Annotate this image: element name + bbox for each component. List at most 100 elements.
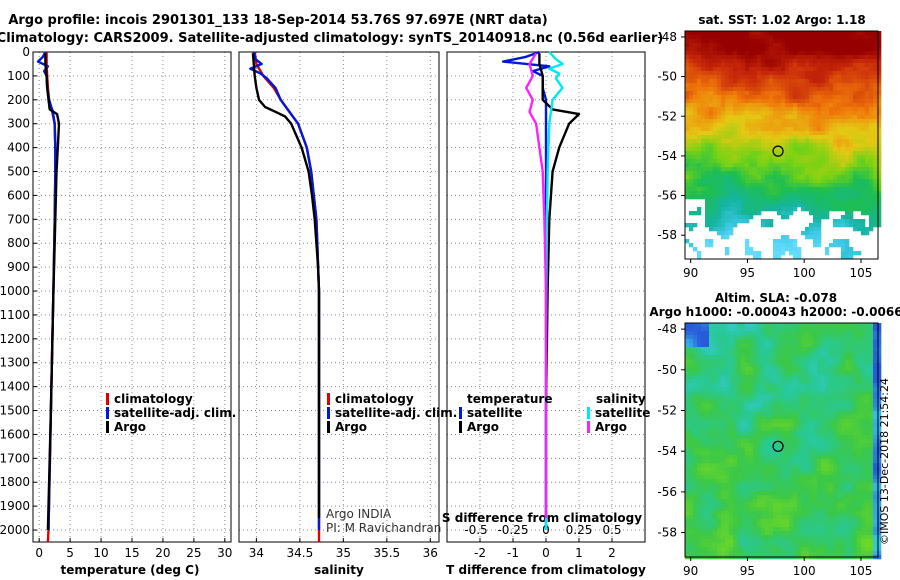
map-cell [717,415,722,420]
map-cell [829,391,834,396]
map-cell [821,343,826,348]
map-cell [825,211,830,216]
map-cell [873,143,878,148]
map-cell [829,63,834,68]
map-cell [845,107,850,112]
map-cell [737,367,742,372]
map-cell [869,171,874,176]
map-cell [873,431,878,436]
map-cell [769,407,774,412]
map-cell [713,399,718,404]
map-cell [857,463,862,468]
map-cell [701,443,706,448]
map-cell [777,107,782,112]
map-cell [729,91,734,96]
map-cell [733,91,738,96]
map-cell [777,379,782,384]
map-cell [741,407,746,412]
map-cell [745,323,750,328]
map-cell [741,123,746,128]
map-cell [709,139,714,144]
map-cell [781,479,786,484]
map-cell [773,475,778,480]
map-y-tick-label: -58 [657,228,677,242]
map-cell [741,147,746,152]
map-cell [861,163,866,168]
map-cell [749,387,754,392]
map-cell [861,51,866,56]
map-cell [833,219,838,224]
map-cell [765,503,770,508]
map-cell [761,87,766,92]
map-cell [777,207,782,212]
map-cell [877,99,882,104]
map-cell [689,471,694,476]
map-cell [777,511,782,516]
map-cell [805,67,810,72]
map-cell [713,495,718,500]
map-cell [817,67,822,72]
map-cell [693,375,698,380]
map-cell [689,411,694,416]
map-cell [873,423,878,428]
map-cell [773,371,778,376]
map-cell [869,39,874,44]
map-cell [877,439,882,444]
map-cell [781,363,786,368]
map-cell [877,71,882,76]
map-cell [873,363,878,368]
map-cell [781,463,786,468]
map-cell [853,383,858,388]
map-cell [805,463,810,468]
map-cell [837,427,842,432]
map-cell [749,71,754,76]
map-cell [861,95,866,100]
map-cell [741,131,746,136]
map-cell [721,127,726,132]
map-cell [873,367,878,372]
map-cell [741,403,746,408]
map-cell [805,427,810,432]
x-tick-label: 30 [217,546,232,560]
map-cell [697,67,702,72]
map-cell [753,167,758,172]
map-cell [877,467,882,472]
map-cell [785,507,790,512]
map-cell [689,91,694,96]
map-cell [789,107,794,112]
map-cell [749,151,754,156]
map-cell [717,423,722,428]
map-cell [693,387,698,392]
map-cell [725,323,730,328]
map-cell [773,327,778,332]
map-cell [877,507,882,512]
map-cell [801,111,806,116]
map-cell [753,119,758,124]
map-cell [809,487,814,492]
map-cell [845,487,850,492]
map-cell [829,427,834,432]
map-cell [865,111,870,116]
map-cell [733,171,738,176]
map-cell [825,451,830,456]
map-cell [853,499,858,504]
map-cell [789,395,794,400]
map-cell [801,35,806,40]
map-cell [877,335,882,340]
map-cell [861,131,866,136]
map-cell [829,207,834,212]
map-cell [697,375,702,380]
map-cell [785,375,790,380]
map-cell [685,151,690,156]
map-cell [853,195,858,200]
map-cell [829,203,834,208]
map-cell [753,127,758,132]
map-cell [825,379,830,384]
x-top-axis-label: S difference from climatology [442,511,642,525]
map-cell [721,399,726,404]
map-cell [729,443,734,448]
map-cell [777,119,782,124]
map-cell [805,167,810,172]
map-cell [797,355,802,360]
map-cell [857,111,862,116]
